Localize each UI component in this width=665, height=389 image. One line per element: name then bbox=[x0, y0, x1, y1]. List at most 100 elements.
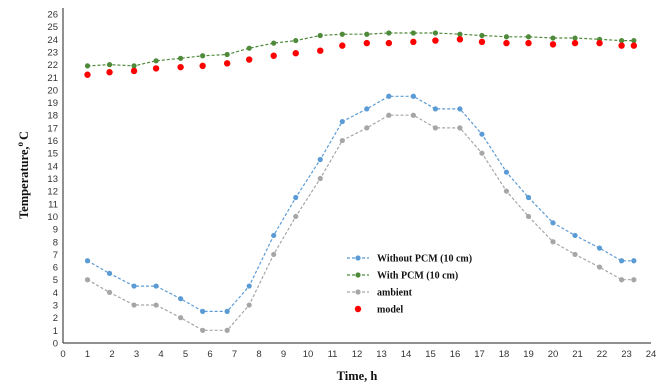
data-point bbox=[550, 35, 556, 41]
data-point bbox=[503, 169, 510, 175]
model-point bbox=[432, 37, 439, 44]
model-point bbox=[549, 41, 557, 48]
y-tick-label: 2 bbox=[53, 313, 58, 324]
y-tick-label: 9 bbox=[53, 225, 58, 236]
legend-label: With PCM (10 cm) bbox=[377, 271, 458, 282]
data-point bbox=[631, 258, 637, 264]
x-tick-label: 11 bbox=[328, 349, 338, 360]
model-point bbox=[152, 65, 160, 72]
x-tick-label: 9 bbox=[281, 349, 286, 360]
data-point bbox=[525, 194, 532, 201]
x-tick-label: 20 bbox=[548, 349, 559, 360]
model-point bbox=[363, 39, 370, 47]
y-tick-label: 15 bbox=[47, 149, 58, 160]
data-point bbox=[432, 30, 438, 36]
legend-swatch-marker bbox=[355, 289, 361, 295]
series-0 bbox=[84, 93, 637, 314]
data-point bbox=[457, 106, 463, 112]
data-point bbox=[364, 31, 370, 37]
data-point bbox=[339, 31, 345, 37]
model-point bbox=[630, 42, 638, 49]
series-layer bbox=[84, 30, 638, 333]
legend-label: Without PCM (10 cm) bbox=[377, 254, 472, 265]
data-point bbox=[410, 30, 416, 36]
x-tick-label: 4 bbox=[158, 349, 163, 360]
data-point bbox=[106, 289, 113, 295]
data-point bbox=[153, 58, 159, 64]
x-tick-label: 10 bbox=[303, 349, 314, 360]
model-point bbox=[596, 39, 603, 47]
x-tick-label: 17 bbox=[474, 349, 485, 360]
model-point bbox=[571, 39, 579, 47]
x-tick-label: 3 bbox=[134, 349, 139, 360]
data-point bbox=[503, 188, 510, 194]
data-point bbox=[619, 277, 625, 283]
x-tick-label: 2 bbox=[109, 349, 114, 360]
data-point bbox=[200, 327, 206, 333]
data-point bbox=[364, 106, 370, 112]
model-point bbox=[385, 39, 393, 47]
data-point bbox=[178, 296, 184, 302]
y-tick-label: 19 bbox=[47, 98, 58, 109]
legend-item: model bbox=[354, 305, 403, 316]
data-point bbox=[153, 302, 159, 308]
data-point bbox=[293, 37, 299, 44]
y-tick-label: 17 bbox=[47, 123, 58, 134]
y-tick-label: 1 bbox=[53, 326, 58, 337]
x-tick-label: 5 bbox=[183, 349, 188, 360]
data-point bbox=[457, 31, 463, 37]
data-point bbox=[224, 51, 230, 58]
x-tick-label: 19 bbox=[523, 349, 534, 360]
x-tick-label: 8 bbox=[256, 349, 261, 360]
model-point bbox=[618, 42, 625, 49]
model-point bbox=[317, 47, 324, 54]
y-tick-label: 7 bbox=[53, 250, 58, 261]
model-point bbox=[246, 56, 253, 63]
model-point bbox=[177, 63, 184, 71]
x-tick-label: 12 bbox=[352, 349, 363, 360]
y-tick-label: 26 bbox=[47, 10, 58, 21]
data-point bbox=[596, 245, 603, 251]
y-tick-label: 13 bbox=[47, 174, 58, 185]
y-axis-title-main: Temperature, bbox=[17, 146, 31, 219]
x-tick-label: 24 bbox=[646, 349, 657, 360]
y-tick-label: 3 bbox=[53, 301, 58, 312]
legend-item: ambient bbox=[347, 288, 413, 299]
data-point bbox=[106, 270, 113, 277]
model-point bbox=[199, 62, 206, 70]
data-point bbox=[572, 251, 578, 258]
data-point bbox=[386, 30, 392, 36]
data-point bbox=[479, 32, 485, 39]
model-point bbox=[525, 39, 532, 47]
legend-swatch-marker bbox=[355, 272, 361, 278]
y-tick-label: 20 bbox=[47, 85, 58, 96]
data-point bbox=[131, 283, 137, 289]
data-point bbox=[503, 34, 510, 40]
data-point bbox=[246, 283, 252, 289]
x-tick-label: 18 bbox=[499, 349, 510, 360]
data-point bbox=[106, 62, 113, 68]
data-point bbox=[631, 277, 637, 283]
legend-label: ambient bbox=[377, 288, 413, 299]
y-tick-label: 23 bbox=[47, 47, 58, 58]
series-2 bbox=[84, 112, 637, 333]
model-point bbox=[270, 52, 277, 59]
series-1 bbox=[84, 30, 637, 69]
model-point bbox=[456, 36, 464, 43]
model-point bbox=[292, 50, 299, 57]
data-point bbox=[432, 125, 438, 131]
data-point bbox=[293, 213, 299, 220]
data-point bbox=[572, 35, 578, 41]
legend-swatch-marker bbox=[354, 305, 362, 313]
data-point bbox=[432, 106, 438, 112]
data-point bbox=[339, 137, 345, 144]
y-tick-label: 5 bbox=[53, 275, 58, 286]
model-point bbox=[84, 71, 91, 78]
legend: Without PCM (10 cm) With PCM (10 cm) ambie… bbox=[347, 254, 472, 316]
data-point bbox=[619, 258, 625, 264]
x-tick-label: 23 bbox=[621, 349, 632, 360]
model-point bbox=[223, 60, 231, 67]
data-point bbox=[410, 112, 416, 118]
model-point bbox=[410, 38, 417, 46]
